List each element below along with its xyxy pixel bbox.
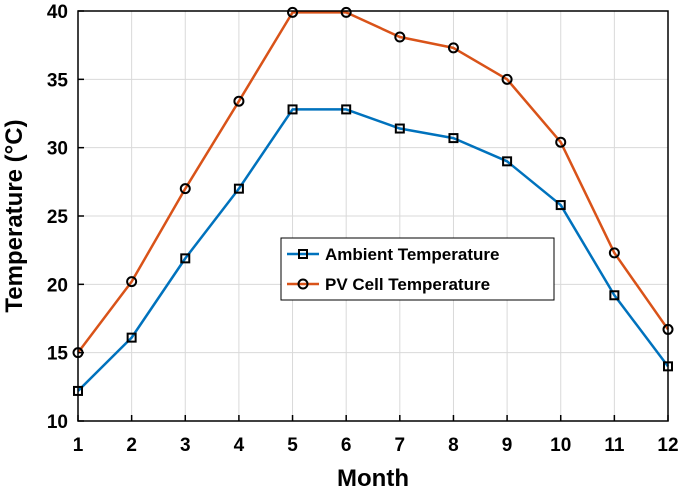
- y-tick-label: 20: [47, 275, 68, 296]
- pv-cell-data-point: [126, 276, 138, 288]
- x-tick-label: 7: [395, 435, 406, 456]
- legend-pv-label: PV Cell Temperature: [325, 275, 490, 294]
- x-tick-label: 9: [502, 435, 513, 456]
- grid: [77, 10, 669, 422]
- pv-cell-data-point: [233, 95, 245, 107]
- x-tick-label: 2: [126, 435, 137, 456]
- pv-cell-data-point: [447, 42, 459, 54]
- x-tick-label: 5: [287, 435, 298, 456]
- y-tick-label: 10: [47, 412, 68, 433]
- pv-cell-data-point: [179, 183, 191, 195]
- y-tick-label: 15: [47, 344, 69, 365]
- ambient-data-point: [341, 104, 352, 115]
- ambient-data-point: [180, 253, 191, 264]
- ambient-data-point: [233, 183, 244, 194]
- legend-ambient-label: Ambient Temperature: [325, 245, 499, 264]
- ambient-data-point: [394, 123, 405, 134]
- ambient-data-point: [609, 290, 620, 301]
- series-pv-cell: [72, 6, 674, 359]
- x-axis-title: Month: [337, 465, 409, 492]
- y-axis-title: Temperature (°C): [1, 119, 28, 312]
- legend: Ambient Temperature PV Cell Temperature: [280, 237, 555, 301]
- y-tick-label: 30: [47, 139, 68, 160]
- x-tick-label: 10: [550, 435, 571, 456]
- y-tick-label: 35: [47, 70, 69, 91]
- series-ambient: [73, 104, 673, 396]
- legend-ambient-marker: [298, 249, 308, 259]
- x-axis-ticks: 1 2 3 4 5 6 7 8 9 10 11 12: [73, 415, 679, 456]
- x-tick-label: 6: [341, 435, 352, 456]
- y-axis-ticks: 10 15 20 25 30 35 40: [47, 2, 84, 433]
- y-tick-label: 25: [47, 207, 69, 228]
- legend-pv-marker: [297, 278, 309, 290]
- y-tick-label: 40: [47, 2, 68, 23]
- x-tick-label: 8: [448, 435, 459, 456]
- pv-cell-data-point: [340, 6, 352, 18]
- ambient-data-point: [126, 332, 137, 343]
- x-tick-label: 12: [657, 435, 678, 456]
- series-line: [77, 108, 669, 392]
- pv-cell-data-point: [287, 6, 299, 18]
- pv-cell-data-point: [608, 247, 620, 259]
- x-tick-label: 1: [73, 435, 84, 456]
- pv-cell-data-point: [501, 73, 513, 85]
- series-line: [77, 11, 670, 354]
- pv-cell-data-point: [394, 31, 406, 43]
- ambient-data-point: [287, 104, 298, 115]
- x-tick-label: 11: [604, 435, 625, 456]
- series-layer: [72, 6, 674, 396]
- x-tick-label: 3: [180, 435, 191, 456]
- legend-box: [280, 237, 555, 301]
- pv-cell-data-point: [555, 136, 567, 148]
- ambient-data-point: [555, 200, 566, 211]
- x-tick-label: 4: [234, 435, 245, 456]
- ambient-data-point: [448, 133, 459, 144]
- ambient-data-point: [502, 156, 513, 167]
